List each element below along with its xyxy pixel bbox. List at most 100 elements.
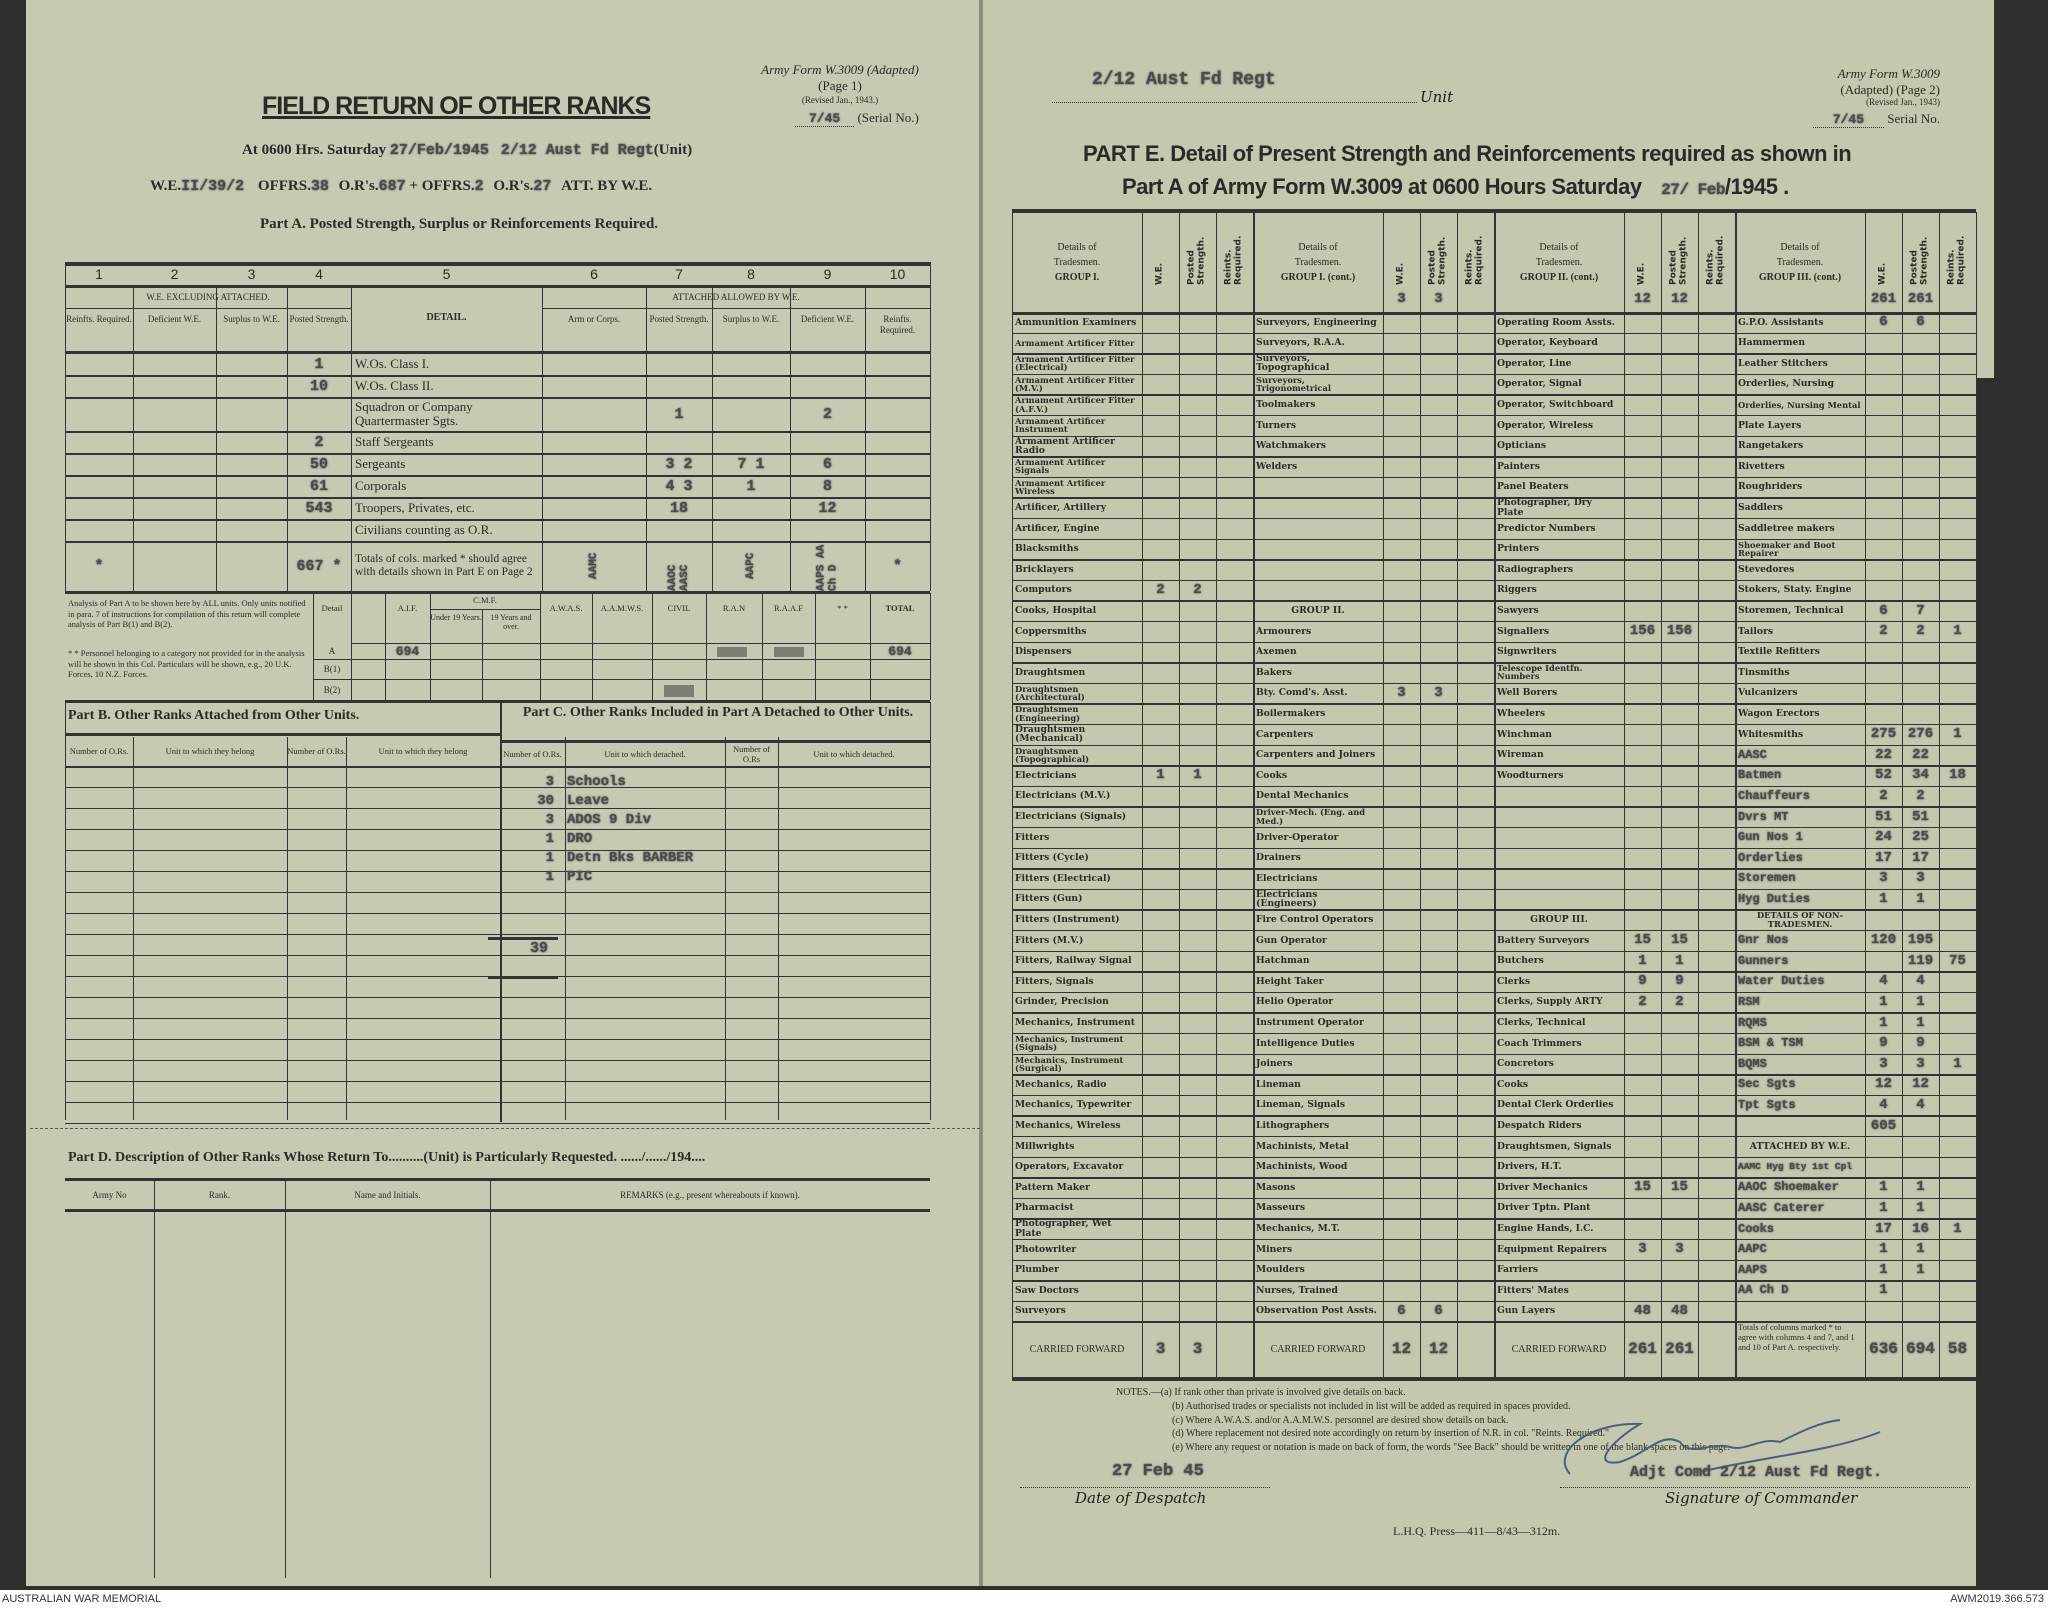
trade-label: Operator, Line bbox=[1497, 357, 1572, 369]
trade-value bbox=[1179, 1136, 1216, 1157]
note-line: NOTES.—(a) If rank other than private is… bbox=[1116, 1387, 1406, 1398]
trade-value bbox=[1383, 1054, 1420, 1075]
rule-line bbox=[65, 787, 930, 789]
trade-value bbox=[1216, 1074, 1253, 1095]
trade-label: Operator, Signal bbox=[1497, 378, 1582, 390]
archive-id: AWM2019.366.573 bbox=[1950, 1593, 2044, 1605]
trade-value bbox=[1420, 1115, 1457, 1136]
trade-value bbox=[1698, 1239, 1735, 1260]
trade-value bbox=[1457, 930, 1494, 951]
trade-value bbox=[1420, 477, 1457, 498]
rule-line bbox=[1253, 538, 1494, 540]
trade-value bbox=[1865, 539, 1902, 560]
trade-value bbox=[1865, 1301, 1902, 1322]
trade-value bbox=[1179, 1012, 1216, 1033]
trade-label: Armourers bbox=[1256, 625, 1312, 637]
rule-line bbox=[1253, 394, 1494, 396]
column-header: Reints. Required. bbox=[1464, 235, 1485, 285]
trade-value bbox=[1179, 971, 1216, 992]
rule-line bbox=[1012, 827, 1253, 829]
rule-line bbox=[65, 285, 930, 288]
trade-value bbox=[1661, 909, 1698, 930]
trade-value bbox=[1457, 1301, 1494, 1322]
trade-value bbox=[1698, 436, 1735, 457]
cell-value bbox=[133, 541, 216, 591]
trade-value bbox=[1457, 1218, 1494, 1239]
rule-line bbox=[1012, 662, 1253, 664]
rule-line bbox=[1494, 456, 1735, 458]
trade-label: Electricians (M.V.) bbox=[1015, 790, 1111, 802]
trade-value bbox=[1420, 1033, 1457, 1054]
trade-label: Orderlies, Nursing Mental bbox=[1738, 399, 1861, 410]
rule-line bbox=[1494, 827, 1735, 829]
rule-line bbox=[1735, 1300, 1976, 1303]
trade-value bbox=[1624, 1280, 1661, 1301]
trade-value bbox=[1698, 580, 1735, 601]
trade-label: Draughtsmen, Signals bbox=[1497, 1140, 1612, 1152]
trade-value bbox=[1383, 312, 1420, 333]
trade-value bbox=[1698, 539, 1735, 560]
analysis-header: CIVIL bbox=[667, 603, 691, 613]
trade-value bbox=[1142, 703, 1179, 724]
rule-line bbox=[1494, 1321, 1735, 1323]
trade-value bbox=[1216, 456, 1253, 477]
cell-value bbox=[216, 353, 287, 375]
trade-label: Armament Artificer Fitter (M.V.) bbox=[1015, 374, 1135, 394]
rule-line bbox=[1735, 621, 1976, 623]
trade-value bbox=[1179, 1115, 1216, 1136]
trade-label: Engine Hands, I.C. bbox=[1497, 1223, 1594, 1235]
trade-value bbox=[1661, 1012, 1698, 1033]
part-d-header: Rank. bbox=[208, 1190, 231, 1200]
trade-value: 34 bbox=[1912, 767, 1929, 784]
trade-value bbox=[1179, 1095, 1216, 1116]
trade-value bbox=[1939, 1239, 1976, 1260]
rule-line bbox=[1494, 1033, 1735, 1035]
rule-line bbox=[1735, 1321, 1976, 1323]
trade-label: Batmen bbox=[1738, 768, 1782, 783]
rule-line bbox=[65, 1178, 930, 1181]
trade-value bbox=[1216, 662, 1253, 683]
trade-label: AAMC Hyg Bty 1st Cpl bbox=[1738, 1161, 1853, 1173]
unit-label: (Unit) bbox=[653, 142, 693, 158]
trade-label: Saddlers bbox=[1738, 502, 1783, 514]
rule-line bbox=[1494, 415, 1735, 417]
rule-line bbox=[1253, 1012, 1494, 1014]
group-header-line: GROUP I. (cont.) bbox=[1280, 271, 1356, 283]
trade-value bbox=[1457, 724, 1494, 745]
trade-value bbox=[1939, 1033, 1976, 1054]
rule-line bbox=[1253, 682, 1494, 685]
trade-label: Bty. Comd's. Asst. bbox=[1256, 687, 1348, 699]
subheader: Arm or Corps. bbox=[567, 314, 621, 324]
trade-value bbox=[1624, 1198, 1661, 1219]
rule-line bbox=[1494, 518, 1735, 520]
trade-label: Mechanics, Instrument (Signals) bbox=[1015, 1034, 1124, 1053]
trade-value bbox=[1216, 580, 1253, 601]
detached-unit: ADOS 9 Div bbox=[567, 812, 652, 828]
trade-value bbox=[1142, 312, 1179, 333]
cell-value: 8 bbox=[822, 477, 832, 495]
column-header: Posted Strength. bbox=[1668, 236, 1689, 285]
trade-label: Height Taker bbox=[1256, 975, 1324, 987]
trade-label: Storemen, Technical bbox=[1738, 605, 1844, 617]
rule-line bbox=[65, 1039, 930, 1041]
rule-line bbox=[1253, 579, 1494, 582]
rule-line bbox=[65, 1018, 930, 1020]
rule-line bbox=[65, 351, 930, 354]
trade-label: Saw Doctors bbox=[1015, 1284, 1079, 1296]
rule-line bbox=[65, 766, 930, 768]
establishment-line: W.E.II/39/2 OFFRS.38 O.R's.687 + OFFRS.2… bbox=[150, 178, 652, 195]
rule-line bbox=[1735, 641, 1976, 643]
trade-label: Boilermakers bbox=[1256, 708, 1326, 720]
rule-line bbox=[1494, 1053, 1735, 1055]
trade-value bbox=[1457, 662, 1494, 683]
rule-line bbox=[1253, 1197, 1494, 1200]
rule-line bbox=[1012, 765, 1253, 767]
trade-label: Coppersmiths bbox=[1015, 625, 1087, 637]
trade-value bbox=[1179, 806, 1216, 827]
rule-line bbox=[1012, 600, 1253, 602]
trade-value bbox=[1142, 1218, 1179, 1239]
cell-value bbox=[65, 475, 133, 497]
trade-value bbox=[1216, 436, 1253, 457]
rule-line bbox=[762, 593, 764, 700]
trade-value: 605 bbox=[1870, 1117, 1897, 1134]
